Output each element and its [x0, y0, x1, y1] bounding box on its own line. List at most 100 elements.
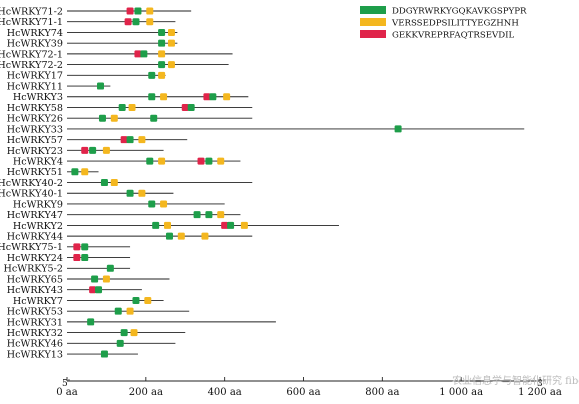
gene-label: HcWRKY13: [7, 349, 63, 360]
motif-1-box: [150, 114, 158, 122]
motif-3-box: [124, 18, 132, 26]
motif-1-box: [394, 125, 402, 133]
axis-end-five-prime: 5': [62, 379, 70, 389]
motif-3-box: [89, 286, 97, 294]
motif-1-box: [227, 221, 235, 229]
motif-1-box: [148, 93, 156, 101]
x-tick-label: 800 aa: [365, 387, 399, 398]
motif-1-box: [126, 189, 134, 197]
motif-1-box: [158, 39, 166, 47]
x-tick-label: 0 aa: [56, 387, 78, 398]
motif-2-box: [138, 136, 146, 144]
motif-2-box: [160, 93, 168, 101]
gene-label: HcWRKY31: [7, 317, 63, 328]
motif-2-box: [130, 329, 138, 337]
motif-1-box: [134, 7, 142, 15]
gene-label: HcWRKY53: [7, 307, 63, 318]
legend-label: DDGYRWRKYGQKAVKGSPYPR: [392, 6, 527, 16]
motif-2-box: [240, 221, 248, 229]
gene-row: HcWRKY72-1: [0, 49, 233, 60]
motif-3-box: [134, 50, 142, 58]
axis-end-three-prime: 3': [537, 379, 545, 389]
gene-row: HcWRKY74: [7, 28, 178, 39]
gene-label: HcWRKY72-2: [0, 60, 63, 71]
motif-1-box: [165, 232, 173, 240]
watermark-text: 农业信息学与智能化研究 fibercropsci: [452, 374, 579, 387]
gene-label: HcWRKY39: [7, 39, 63, 50]
gene-label: HcWRKY75-1: [0, 242, 63, 253]
motif-1-box: [114, 307, 122, 315]
motif-1-box: [91, 275, 99, 283]
gene-label: HcWRKY3: [13, 92, 63, 103]
gene-label: HcWRKY40-2: [0, 178, 63, 189]
gene-label: HcWRKY23: [7, 146, 63, 157]
gene-row: HcWRKY32: [7, 328, 186, 339]
gene-row: HcWRKY43: [7, 285, 142, 296]
gene-row: HcWRKY46: [7, 339, 176, 350]
gene-label: HcWRKY17: [7, 71, 63, 82]
gene-row: HcWRKY17: [7, 71, 166, 82]
motif-2-box: [158, 157, 166, 165]
motif-2-box: [167, 39, 175, 47]
motif-3-box: [81, 146, 89, 154]
motif-2-box: [201, 232, 209, 240]
motif-2-box: [126, 307, 134, 315]
gene-label: HcWRKY74: [7, 28, 63, 39]
motif-1-box: [95, 286, 103, 294]
motif-1-box: [146, 157, 154, 165]
motif-2-box: [158, 50, 166, 58]
motif-1-box: [120, 329, 128, 337]
gene-row: HcWRKY26: [7, 114, 253, 125]
gene-row: HcWRKY51: [7, 167, 99, 178]
motif-1-box: [116, 339, 124, 347]
gene-row: HcWRKY57: [7, 135, 188, 146]
gene-label: HcWRKY72-1: [0, 49, 63, 60]
x-tick-label: 200 aa: [129, 387, 163, 398]
legend-swatch: [360, 18, 386, 26]
motif-2-box: [177, 232, 185, 240]
motif-2-box: [102, 146, 110, 154]
motif-3-box: [197, 157, 205, 165]
gene-row: HcWRKY7: [13, 296, 164, 307]
motif-2-box: [223, 93, 231, 101]
legend-label: VERSSEDPSILITTYEGZHNH: [391, 18, 519, 28]
motif-1-box: [152, 221, 160, 229]
motif-2-box: [164, 221, 172, 229]
gene-label: HcWRKY5-2: [3, 264, 63, 275]
motif-3-box: [73, 254, 81, 262]
gene-label: HcWRKY32: [7, 328, 63, 339]
motif-3-box: [221, 221, 229, 229]
gene-label: HcWRKY51: [7, 167, 63, 178]
gene-label: HcWRKY24: [7, 253, 63, 264]
gene-row: HcWRKY47: [7, 210, 241, 221]
motif-1-box: [89, 146, 97, 154]
motif-1-box: [158, 28, 166, 36]
gene-row: HcWRKY13: [7, 349, 138, 360]
gene-row: HcWRKY33: [7, 124, 525, 135]
motif-1-box: [100, 179, 108, 187]
motif-1-box: [205, 157, 213, 165]
gene-row: HcWRKY31: [7, 317, 276, 328]
motif-1-box: [106, 264, 114, 272]
gene-row: HcWRKY23: [7, 146, 164, 157]
gene-label: HcWRKY57: [7, 135, 63, 146]
motif-2-box: [144, 296, 152, 304]
gene-label: HcWRKY71-2: [0, 6, 63, 17]
motif-2-box: [167, 28, 175, 36]
x-tick-label: 400 aa: [208, 387, 242, 398]
gene-label: HcWRKY7: [13, 296, 63, 307]
gene-row: HcWRKY65: [7, 274, 170, 285]
motif-1-box: [132, 296, 140, 304]
motif-1-box: [98, 114, 106, 122]
x-tick-label: 1 000 aa: [439, 387, 483, 398]
gene-row: HcWRKY24: [7, 253, 131, 264]
motif-1-box: [193, 211, 201, 219]
motif-2-box: [102, 275, 110, 283]
gene-row: HcWRKY71-1: [0, 17, 176, 28]
gene-label: HcWRKY44: [7, 232, 63, 243]
motif-2-box: [160, 200, 168, 208]
motif-1-box: [205, 211, 213, 219]
gene-row: HcWRKY5-2: [3, 264, 131, 275]
